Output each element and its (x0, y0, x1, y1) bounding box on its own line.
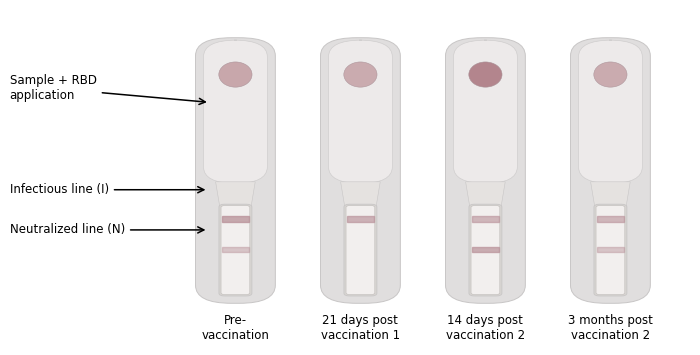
FancyBboxPatch shape (346, 206, 375, 295)
FancyBboxPatch shape (570, 38, 650, 303)
Text: Pre-
vaccination: Pre- vaccination (202, 314, 270, 342)
Ellipse shape (219, 62, 252, 87)
Text: 14 days post
vaccination 2: 14 days post vaccination 2 (446, 314, 525, 342)
FancyBboxPatch shape (469, 204, 502, 296)
Bar (473, 216, 498, 222)
FancyBboxPatch shape (578, 40, 643, 184)
FancyBboxPatch shape (204, 40, 267, 184)
Bar (347, 216, 374, 222)
Text: Infectious line (I): Infectious line (I) (10, 183, 204, 196)
Polygon shape (591, 182, 630, 214)
FancyBboxPatch shape (221, 206, 250, 295)
FancyBboxPatch shape (321, 38, 400, 303)
FancyBboxPatch shape (594, 204, 627, 296)
Text: Sample + RBD
application: Sample + RBD application (10, 75, 205, 104)
Ellipse shape (469, 62, 502, 87)
Bar (473, 246, 498, 252)
FancyBboxPatch shape (328, 40, 393, 184)
Text: Neutralized line (N): Neutralized line (N) (10, 223, 204, 236)
Ellipse shape (594, 62, 627, 87)
Bar (222, 246, 248, 252)
Polygon shape (466, 182, 505, 214)
Bar (597, 216, 624, 222)
FancyBboxPatch shape (471, 206, 500, 295)
Bar (597, 246, 624, 252)
Polygon shape (216, 182, 256, 214)
FancyBboxPatch shape (454, 40, 517, 184)
FancyBboxPatch shape (344, 204, 377, 296)
FancyBboxPatch shape (445, 38, 525, 303)
Ellipse shape (344, 62, 377, 87)
Text: 3 months post
vaccination 2: 3 months post vaccination 2 (568, 314, 653, 342)
FancyBboxPatch shape (219, 204, 252, 296)
FancyBboxPatch shape (596, 206, 625, 295)
Text: 21 days post
vaccination 1: 21 days post vaccination 1 (321, 314, 400, 342)
Bar (222, 216, 248, 222)
Polygon shape (341, 182, 380, 214)
FancyBboxPatch shape (195, 38, 275, 303)
